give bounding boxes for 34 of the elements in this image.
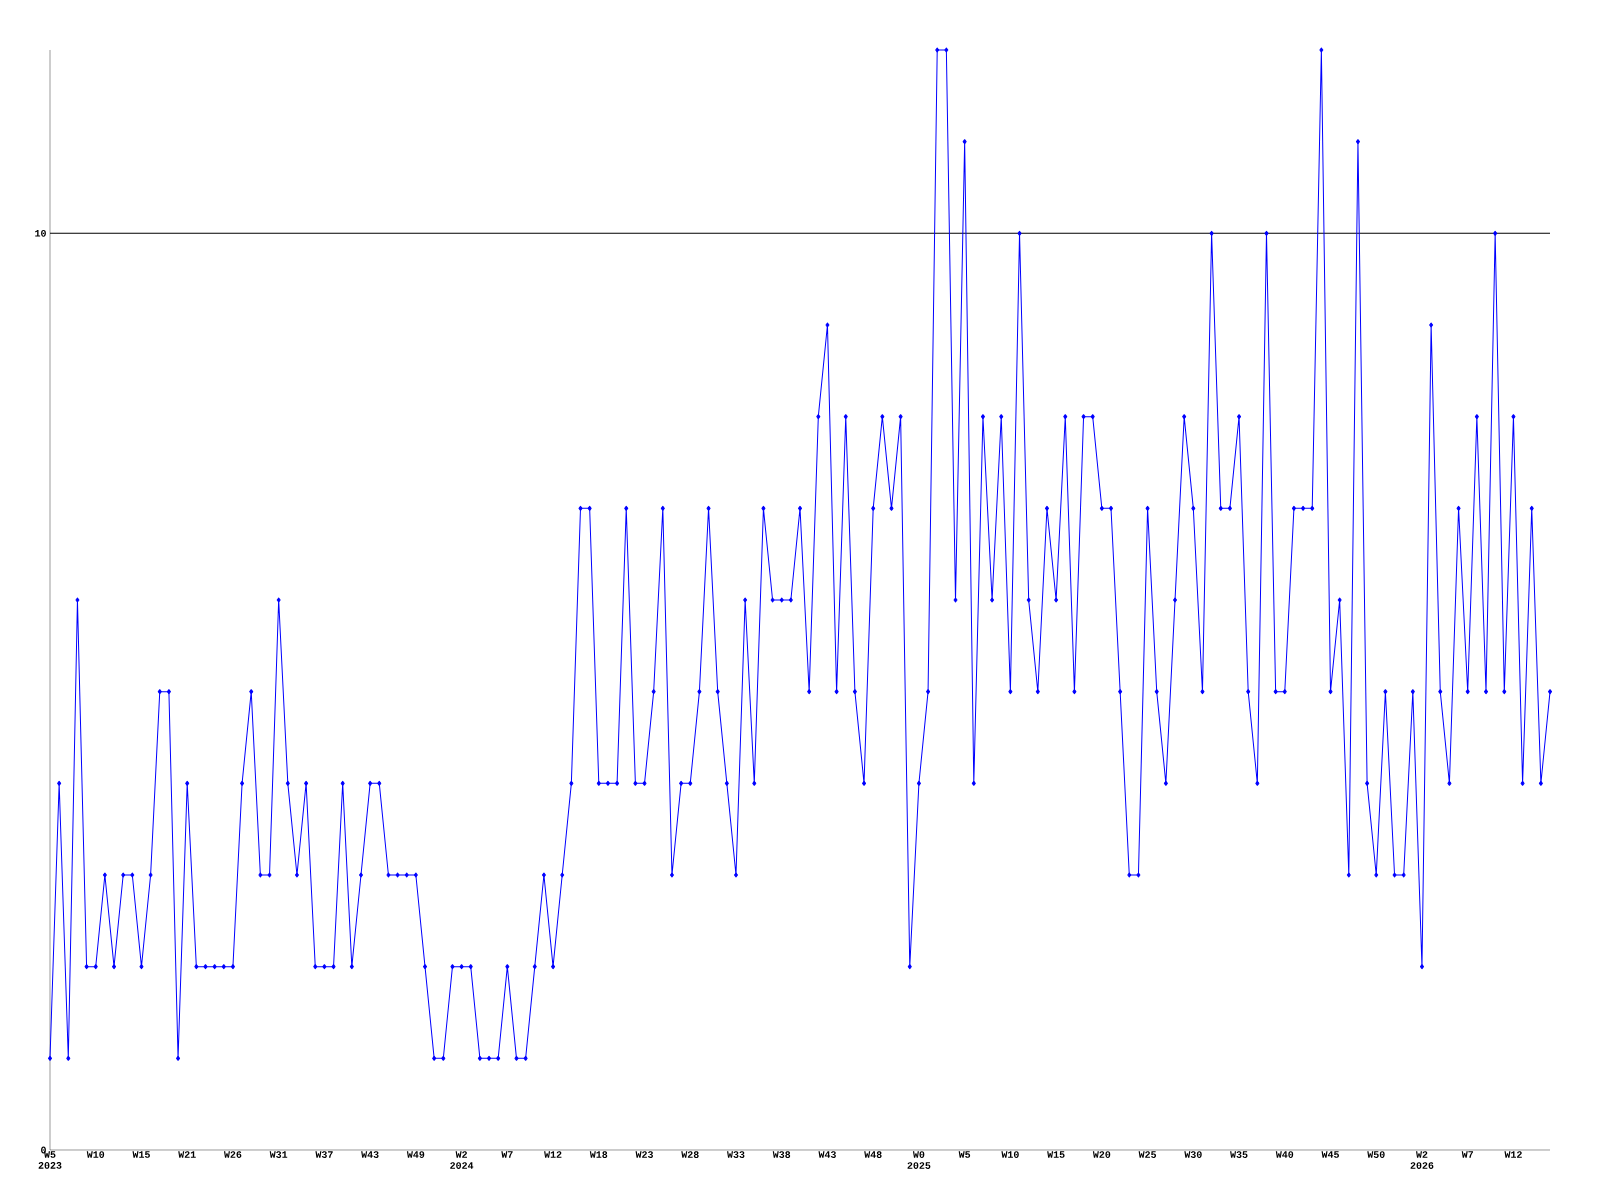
x-tick-label: W49	[406, 1151, 425, 1158]
y-tick-label: 10	[35, 229, 46, 237]
x-tick-label: W15	[1047, 1151, 1065, 1158]
x-tick-label: W2 2024	[450, 1151, 474, 1169]
x-tick-label: W0 2025	[907, 1151, 931, 1169]
y-tick-label: 0	[41, 1146, 46, 1154]
x-tick-label: W2 2026	[1410, 1151, 1434, 1169]
x-tick-label: W40	[1275, 1151, 1294, 1158]
x-tick-label: W15	[132, 1151, 150, 1158]
x-tick-label: W48	[864, 1151, 882, 1158]
x-tick-label: W23	[635, 1151, 653, 1158]
x-tick-label: W10	[86, 1151, 105, 1158]
x-tick-label: W31	[269, 1151, 288, 1158]
x-tick-label: W45	[1321, 1151, 1339, 1158]
x-tick-label: W20	[1092, 1151, 1111, 1158]
x-tick-label: W7	[501, 1151, 513, 1158]
x-tick-label: W30	[1184, 1151, 1202, 1158]
x-tick-label: W35	[1230, 1151, 1248, 1158]
x-tick-label: W25	[1138, 1151, 1157, 1158]
x-tick-label: W33	[727, 1151, 745, 1158]
x-tick-label: W10	[1001, 1151, 1019, 1158]
x-tick-label: W7	[1461, 1151, 1474, 1158]
x-tick-label: W38	[772, 1151, 791, 1158]
x-tick-label: W12	[544, 1151, 562, 1158]
x-tick-label: W50	[1367, 1151, 1385, 1158]
x-tick-label: W43	[818, 1151, 836, 1158]
x-tick-label: W21	[178, 1151, 196, 1158]
x-tick-label: W43	[361, 1151, 379, 1158]
x-tick-label: W26	[223, 1151, 242, 1158]
x-tick-label: W28	[681, 1151, 699, 1158]
x-tick-label: W5	[958, 1151, 971, 1158]
x-tick-label: W12	[1504, 1151, 1522, 1158]
x-tick-label: W18	[589, 1151, 608, 1158]
x-tick-label: W37	[315, 1151, 333, 1158]
